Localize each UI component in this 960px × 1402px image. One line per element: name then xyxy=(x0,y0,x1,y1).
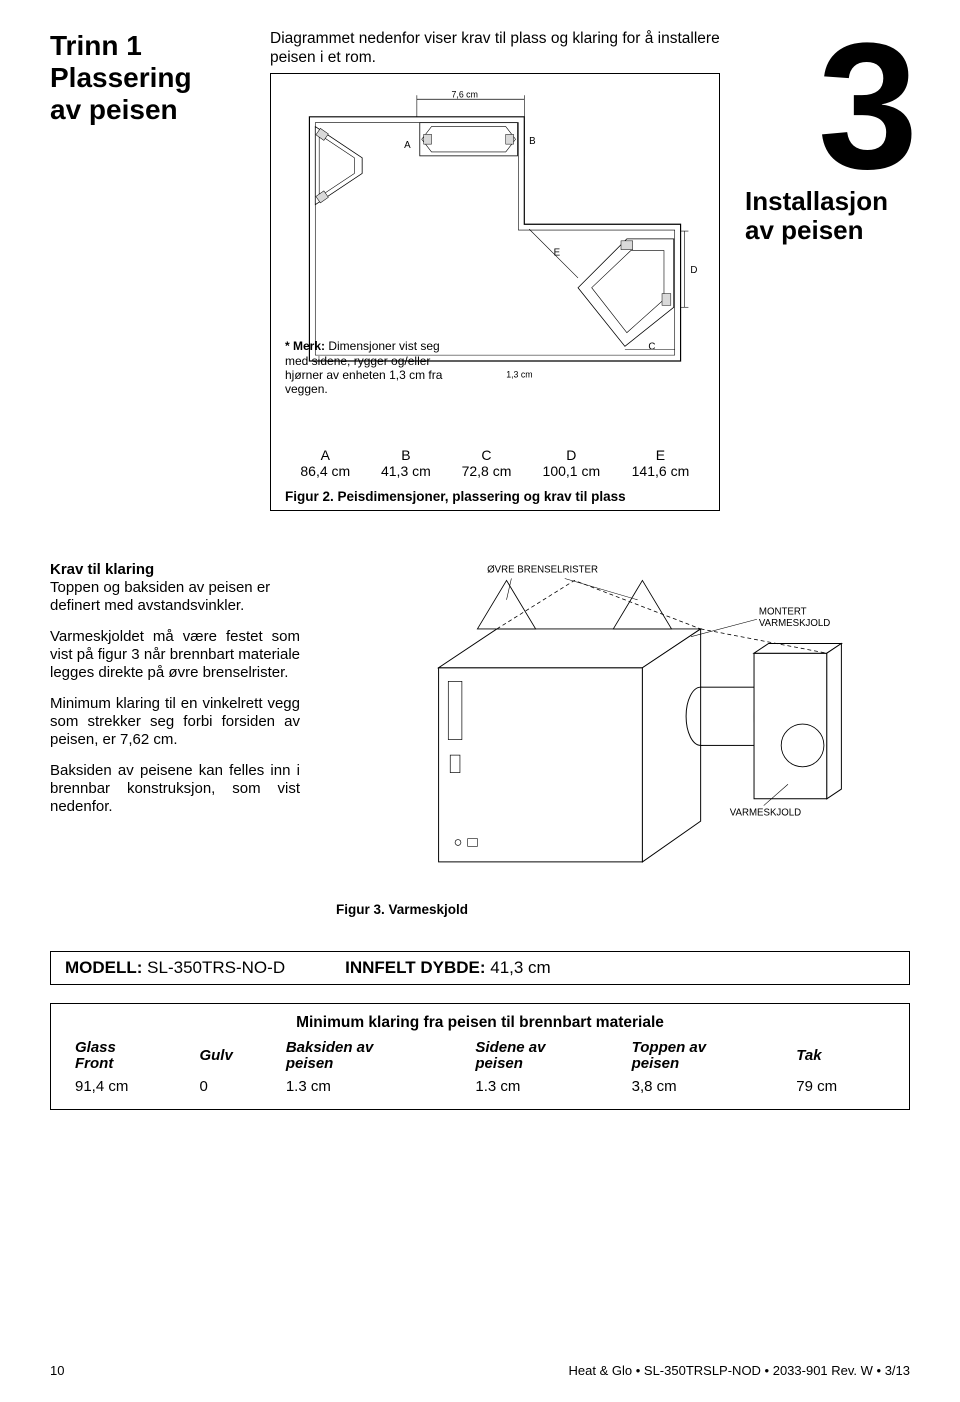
clearance-heading-bold: Krav til klaring xyxy=(50,561,154,578)
clearance-table: GlassFront Gulv Baksiden avpeisen Sidene… xyxy=(69,1038,891,1099)
dim-v-A: 86,4 cm xyxy=(285,463,366,479)
diagram-column: Diagrammet nedenfor viser krav til plass… xyxy=(270,30,720,511)
cv-3: 1.3 cm xyxy=(280,1074,470,1099)
dim-value-row: 86,4 cm 41,3 cm 72,8 cm 100,1 cm 141,6 c… xyxy=(285,463,705,479)
step-title-block: Trinn 1 Plassering av peisen xyxy=(50,30,270,511)
chapter-label-l2: av peisen xyxy=(745,215,864,245)
depth-cell: INNFELT DYBDE: 41,3 cm xyxy=(345,958,551,978)
chapter-number-col: 3 Installasjon av peisen xyxy=(720,30,910,511)
step-title: Trinn 1 Plassering av peisen xyxy=(50,30,270,127)
doc-id: Heat & Glo • SL-350TRSLP-NOD • 2033-901 … xyxy=(569,1363,910,1378)
dim-v-E: 141,6 cm xyxy=(616,463,705,479)
cv-2: 0 xyxy=(193,1074,279,1099)
ch-glass: GlassFront xyxy=(69,1038,193,1074)
clearance-box: Minimum klaring fra peisen til brennbart… xyxy=(50,1003,910,1110)
cv-6: 79 cm xyxy=(790,1074,891,1099)
ch-side: Sidene avpeisen xyxy=(469,1038,625,1074)
figure2-caption: Figur 2. Peisdimensjoner, plassering og … xyxy=(285,489,705,504)
ch-top-a: Toppen av xyxy=(632,1039,706,1056)
merk-note: * Merk: Dimensjoner vist seg med sidene,… xyxy=(285,339,450,397)
ch-tak: Tak xyxy=(790,1038,891,1074)
page-footer: 10 Heat & Glo • SL-350TRSLP-NOD • 2033-9… xyxy=(50,1363,910,1378)
mid-row: Krav til klaringToppen og baksiden av pe… xyxy=(50,561,910,917)
dim-h-D: D xyxy=(527,447,616,463)
top-row: Trinn 1 Plassering av peisen Diagrammet … xyxy=(50,30,910,511)
step-title-l2: Plassering xyxy=(50,62,192,93)
dim-7-6: 7,6 cm xyxy=(452,89,478,99)
model-label: MODELL: xyxy=(65,958,142,977)
heatshield-svg: ØVRE BRENSELRISTER MONTERT VARMESKJOLD V… xyxy=(336,561,910,891)
dim-h-C: C xyxy=(446,447,527,463)
step-title-l1: Trinn 1 xyxy=(50,30,142,61)
figure3-caption: Figur 3. Varmeskjold xyxy=(336,902,910,917)
dimension-table: A B C D E 86,4 cm 41,3 cm 72,8 cm 100,1 … xyxy=(285,447,705,479)
ch-side-a: Sidene av xyxy=(475,1039,545,1056)
figure3-block: ØVRE BRENSELRISTER MONTERT VARMESKJOLD V… xyxy=(336,561,910,917)
cv-1: 91,4 cm xyxy=(69,1074,193,1099)
clearance-header-row: GlassFront Gulv Baksiden avpeisen Sidene… xyxy=(69,1038,891,1074)
dim-h-A: A xyxy=(285,447,366,463)
model-cell: MODELL: SL-350TRS-NO-D xyxy=(65,958,285,978)
chapter-label: Installasjon av peisen xyxy=(745,187,910,244)
chapter-label-l1: Installasjon xyxy=(745,186,888,216)
cv-5: 3,8 cm xyxy=(626,1074,791,1099)
dim-v-B: 41,3 cm xyxy=(366,463,447,479)
page-number: 10 xyxy=(50,1363,64,1378)
ch-glass-a: Glass xyxy=(75,1039,116,1056)
clearance-text-block: Krav til klaringToppen og baksiden av pe… xyxy=(50,561,300,917)
dim-header-row: A B C D E xyxy=(285,447,705,463)
dim-1-3: 1,3 cm xyxy=(506,370,532,380)
label-montert-2: VARMESKJOLD xyxy=(759,618,830,629)
ch-top-b: peisen xyxy=(632,1055,680,1072)
model-bar: MODELL: SL-350TRS-NO-D INNFELT DYBDE: 41… xyxy=(50,951,910,985)
clearance-p2: Varmeskjoldet må være festet som vist på… xyxy=(50,628,300,681)
label-ovre: ØVRE BRENSELRISTER xyxy=(487,565,598,576)
step-title-l3: av peisen xyxy=(50,94,178,125)
depth-value: 41,3 cm xyxy=(490,958,550,977)
label-varmeskjold: VARMESKJOLD xyxy=(730,807,801,818)
label-A: A xyxy=(404,140,411,151)
clearance-title: Minimum klaring fra peisen til brennbart… xyxy=(69,1014,891,1032)
ch-gulv: Gulv xyxy=(193,1038,279,1074)
ch-bak-b: peisen xyxy=(286,1055,334,1072)
clearance-heading: Krav til klaringToppen og baksiden av pe… xyxy=(50,561,300,614)
dim-h-B: B xyxy=(366,447,447,463)
ch-top: Toppen avpeisen xyxy=(626,1038,791,1074)
clearance-p4: Baksiden av peisene kan felles inn i bre… xyxy=(50,762,300,815)
merk-label: * Merk: xyxy=(285,339,325,353)
clearance-p1: Toppen og baksiden av peisen er definert… xyxy=(50,579,270,614)
label-D: D xyxy=(690,265,697,276)
model-value: SL-350TRS-NO-D xyxy=(147,958,285,977)
dim-v-D: 100,1 cm xyxy=(527,463,616,479)
cv-4: 1.3 cm xyxy=(469,1074,625,1099)
room-diagram-box: 7,6 cm A B xyxy=(270,73,720,511)
depth-label: INNFELT DYBDE: xyxy=(345,958,485,977)
chapter-number: 3 xyxy=(720,30,910,183)
ch-glass-b: Front xyxy=(75,1055,113,1072)
ch-bak: Baksiden avpeisen xyxy=(280,1038,470,1074)
dim-v-C: 72,8 cm xyxy=(446,463,527,479)
ch-side-b: peisen xyxy=(475,1055,523,1072)
dim-h-E: E xyxy=(616,447,705,463)
ch-bak-a: Baksiden av xyxy=(286,1039,374,1056)
label-C: C xyxy=(648,341,655,352)
clearance-value-row: 91,4 cm 0 1.3 cm 1.3 cm 3,8 cm 79 cm xyxy=(69,1074,891,1099)
label-B: B xyxy=(529,136,536,147)
label-montert-1: MONTERT xyxy=(759,607,807,618)
diagram-intro: Diagrammet nedenfor viser krav til plass… xyxy=(270,30,720,67)
clearance-p3: Minimum klaring til en vinkelrett vegg s… xyxy=(50,695,300,748)
